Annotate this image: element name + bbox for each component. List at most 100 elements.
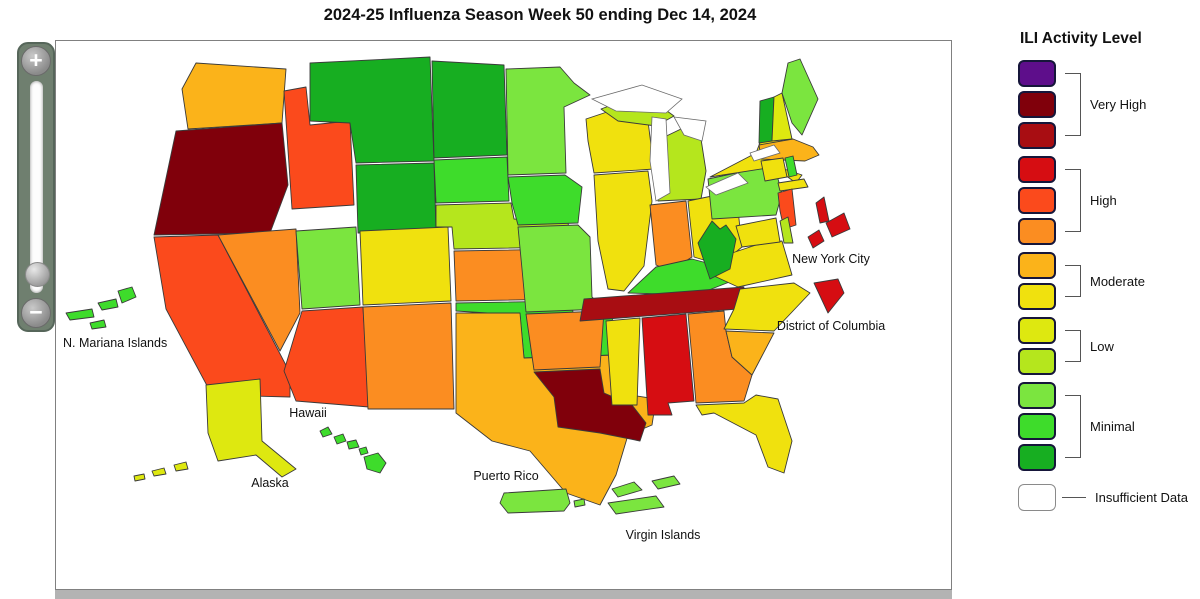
state-utah[interactable] bbox=[295, 226, 361, 310]
lake-michigan bbox=[649, 116, 671, 202]
lake-erie bbox=[705, 172, 749, 196]
label-puerto-rico: Puerto Rico bbox=[473, 469, 538, 483]
state-alabama[interactable] bbox=[641, 313, 695, 416]
inset-alaska[interactable] bbox=[205, 378, 297, 478]
legend-group-label: Low bbox=[1090, 338, 1114, 354]
inset-district-of-columbia[interactable] bbox=[813, 278, 845, 314]
legend-dash bbox=[1062, 497, 1086, 498]
bottom-scroll-strip bbox=[55, 590, 952, 599]
state-arizona[interactable] bbox=[283, 306, 370, 408]
label-virgin-islands: Virgin Islands bbox=[626, 528, 701, 542]
inset-alaska-aleutians-3[interactable] bbox=[133, 473, 146, 482]
state-connecticut[interactable] bbox=[760, 157, 788, 182]
inset-new-york-city-2[interactable] bbox=[825, 212, 851, 238]
inset-new-york-city-3[interactable] bbox=[807, 229, 825, 249]
inset-hawaii-1[interactable] bbox=[319, 426, 333, 438]
state-delaware[interactable] bbox=[779, 216, 794, 244]
lake-superior bbox=[590, 84, 683, 114]
label-district-of-columbia: District of Columbia bbox=[777, 319, 885, 333]
legend-group-very-high: Very High bbox=[1018, 60, 1196, 149]
legend-bracket bbox=[1065, 169, 1081, 232]
inset-mariana-4[interactable] bbox=[89, 319, 107, 330]
us-choropleth-map: New York City District of Columbia N. Ma… bbox=[63, 56, 885, 542]
legend-swatch-level-10 bbox=[1018, 156, 1056, 183]
legend-group-label: High bbox=[1090, 193, 1117, 208]
legend-swatch-level-13 bbox=[1018, 60, 1056, 87]
state-nevada[interactable] bbox=[217, 228, 301, 352]
state-mississippi[interactable] bbox=[605, 317, 641, 406]
label-alaska: Alaska bbox=[251, 476, 289, 490]
state-north-dakota[interactable] bbox=[431, 60, 508, 159]
legend-bracket bbox=[1065, 395, 1081, 458]
legend-group-label: Moderate bbox=[1090, 273, 1145, 289]
inset-virgin-islands-3[interactable] bbox=[607, 495, 665, 515]
inset-hawaii-4[interactable] bbox=[358, 446, 369, 456]
legend-swatch-level-12 bbox=[1018, 91, 1056, 118]
inset-hawaii-3[interactable] bbox=[346, 439, 360, 450]
zoom-slider-thumb[interactable] bbox=[24, 262, 50, 287]
zoom-slider-track[interactable] bbox=[24, 81, 50, 293]
inset-alaska-aleutians-2[interactable] bbox=[151, 467, 167, 477]
inset-virgin-islands-1[interactable] bbox=[611, 481, 643, 498]
state-south-carolina[interactable] bbox=[725, 330, 775, 376]
state-louisiana[interactable] bbox=[533, 368, 647, 442]
legend-group-high: High bbox=[1018, 156, 1196, 245]
legend-title: ILI Activity Level bbox=[1020, 30, 1142, 47]
inset-mariana-2[interactable] bbox=[97, 298, 119, 311]
legend-swatch-level-1 bbox=[1018, 444, 1056, 471]
state-rhode-island[interactable] bbox=[784, 155, 798, 178]
legend-bracket bbox=[1065, 265, 1081, 297]
state-south-dakota[interactable] bbox=[433, 156, 510, 204]
inset-hawaii-big-island[interactable] bbox=[363, 452, 387, 474]
legend-group-insufficient-data: Insufficient Data bbox=[1018, 484, 1196, 511]
state-maine[interactable] bbox=[781, 58, 819, 136]
inset-new-york-city-1[interactable] bbox=[815, 196, 830, 224]
zoom-out-button[interactable]: − bbox=[21, 298, 51, 328]
label-hawaii: Hawaii bbox=[289, 406, 327, 420]
inset-virgin-islands-2[interactable] bbox=[651, 475, 681, 490]
state-iowa[interactable] bbox=[507, 174, 583, 226]
state-colorado[interactable] bbox=[359, 226, 452, 306]
legend-swatch-level-5 bbox=[1018, 317, 1056, 344]
legend: ILI Activity Level Very High High bbox=[1018, 30, 1196, 518]
legend-swatch-level-4 bbox=[1018, 348, 1056, 375]
map-panel: New York City District of Columbia N. Ma… bbox=[55, 40, 952, 590]
state-north-carolina[interactable] bbox=[723, 282, 811, 332]
label-new-york-city: New York City bbox=[792, 252, 871, 266]
state-montana[interactable] bbox=[309, 56, 435, 164]
lake-huron bbox=[673, 116, 707, 142]
inset-alaska-aleutians-1[interactable] bbox=[173, 461, 189, 472]
state-new-mexico[interactable] bbox=[362, 302, 455, 410]
legend-swatch-level-7 bbox=[1018, 252, 1056, 279]
state-maryland[interactable] bbox=[735, 217, 781, 248]
legend-bracket bbox=[1065, 73, 1081, 136]
inset-puerto-rico[interactable] bbox=[499, 488, 571, 514]
state-wyoming[interactable] bbox=[355, 162, 437, 234]
state-washington[interactable] bbox=[181, 62, 287, 130]
state-arkansas[interactable] bbox=[525, 310, 605, 371]
state-florida[interactable] bbox=[695, 394, 793, 474]
inset-puerto-rico-vieques[interactable] bbox=[573, 498, 586, 508]
legend-group-moderate: Moderate bbox=[1018, 252, 1196, 310]
state-illinois[interactable] bbox=[593, 170, 653, 292]
zoom-control: + − bbox=[17, 42, 55, 332]
legend-group-low: Low bbox=[1018, 317, 1196, 375]
legend-group-minimal: Minimal bbox=[1018, 382, 1196, 471]
state-oregon[interactable] bbox=[153, 122, 289, 236]
inset-mariana-3[interactable] bbox=[65, 308, 95, 321]
lake-ontario bbox=[749, 144, 781, 162]
legend-group-label: Very High bbox=[1090, 97, 1147, 112]
legend-swatch-level-2 bbox=[1018, 413, 1056, 440]
state-vermont[interactable] bbox=[758, 96, 775, 144]
inset-hawaii-2[interactable] bbox=[333, 433, 347, 445]
state-minnesota[interactable] bbox=[505, 66, 591, 176]
zoom-in-button[interactable]: + bbox=[21, 46, 51, 76]
legend-swatch-level-3 bbox=[1018, 382, 1056, 409]
state-new-york-long-island[interactable] bbox=[777, 178, 809, 192]
inset-mariana-1[interactable] bbox=[117, 286, 137, 304]
legend-group-label: Minimal bbox=[1090, 419, 1135, 434]
legend-swatch-level-0 bbox=[1018, 484, 1056, 511]
state-west-virginia[interactable] bbox=[697, 220, 737, 280]
page-title: 2024-25 Influenza Season Week 50 ending … bbox=[323, 6, 757, 24]
